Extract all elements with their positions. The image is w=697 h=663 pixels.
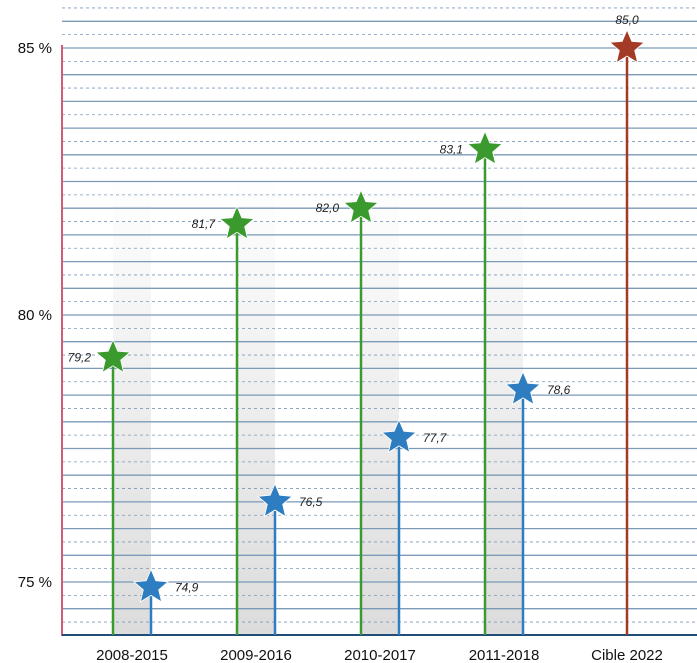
value-label: 78,6 (547, 383, 571, 397)
x-tick-labels: 2008-2015 2009-2016 2010-2017 2011-2018 Cibl… (96, 647, 663, 663)
gridlines (62, 7, 697, 623)
category-band (361, 175, 399, 635)
star-marker (466, 130, 504, 165)
category-bands (113, 175, 523, 635)
value-label: 85,0 (615, 13, 639, 27)
lollipop-stars (94, 28, 646, 603)
category-band (485, 175, 523, 635)
star-marker (94, 338, 132, 374)
star-marker (380, 418, 418, 454)
value-label: 76,5 (299, 495, 323, 509)
x-tick-label: 2008-2015 (96, 647, 168, 663)
value-label: 77,7 (423, 431, 448, 445)
value-label: 81,7 (192, 217, 217, 231)
value-labels: 79,2 81,7 82,0 83,1 74,9 76,5 77,7 78,6 85,0 (68, 13, 639, 594)
y-tick-labels: 75 % 80 % 85 % (18, 40, 52, 591)
star-marker (218, 205, 256, 240)
y-tick-label: 80 % (18, 307, 52, 324)
star-marker (342, 189, 380, 224)
x-tick-label: 2010-2017 (344, 647, 416, 663)
value-label: 82,0 (316, 201, 340, 215)
value-label: 74,9 (175, 580, 199, 594)
star-marker (256, 482, 294, 518)
lollipop-stems (111, 48, 629, 635)
value-label: 79,2 (68, 351, 92, 365)
y-tick-label: 85 % (18, 40, 52, 57)
x-tick-label: 2009-2016 (220, 647, 292, 663)
x-tick-label: 2011-2018 (469, 647, 540, 663)
category-band (237, 175, 275, 635)
category-band (113, 175, 151, 635)
star-marker (504, 370, 542, 406)
y-tick-label: 75 % (18, 574, 52, 591)
star-marker (132, 568, 170, 603)
value-label: 83,1 (440, 142, 463, 156)
x-tick-label: Cible 2022 (591, 647, 663, 663)
star-marker (608, 28, 646, 64)
